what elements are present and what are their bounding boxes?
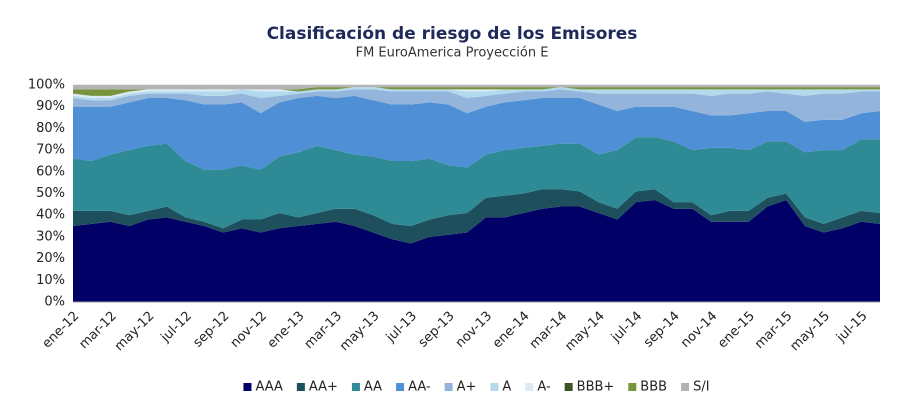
- y-tick-label: 40%: [36, 208, 65, 223]
- x-tick-label: ene-13: [265, 309, 308, 352]
- x-tick-label: ene-12: [40, 309, 83, 352]
- legend-swatch: [490, 383, 499, 391]
- legend-label: BBB+: [577, 380, 615, 395]
- area: [73, 189, 880, 244]
- legend-label: S/I: [693, 380, 709, 395]
- y-tick-label: 20%: [36, 251, 65, 266]
- y-tick-label: 10%: [36, 273, 65, 288]
- legend-swatch: [296, 383, 305, 391]
- y-tick-label: 80%: [36, 121, 65, 136]
- x-tick-label: ene-15: [715, 309, 758, 352]
- legend-label: A+: [457, 380, 477, 395]
- legend: AAA AA+ AA AA- A+ A A- BBB+ BBB S/I: [243, 380, 710, 395]
- y-tick-label: 90%: [36, 99, 65, 114]
- area: [73, 137, 880, 229]
- area: [73, 95, 880, 170]
- legend-swatch: [396, 383, 405, 391]
- legend-swatch: [243, 383, 252, 391]
- legend-label: AAA: [255, 380, 283, 395]
- legend-label: AA-: [408, 380, 431, 395]
- legend-label: BBB: [640, 380, 667, 395]
- legend-swatch: [628, 383, 637, 391]
- area: [73, 89, 880, 122]
- x-tick-label: nov-14: [678, 309, 720, 351]
- x-tick-label: jul-12: [158, 309, 195, 346]
- x-tick-label: sep-14: [641, 309, 683, 351]
- area: [73, 87, 880, 101]
- legend-swatch: [564, 383, 573, 391]
- legend-swatch: [351, 383, 360, 391]
- x-tick-label: may-15: [788, 309, 833, 354]
- x-tick-label: jul-14: [608, 309, 645, 346]
- legend-swatch: [525, 383, 534, 391]
- x-tick-label: jul-15: [833, 309, 870, 346]
- area: [73, 87, 880, 99]
- legend-label: A: [502, 380, 511, 395]
- y-tick-label: 30%: [36, 229, 65, 244]
- y-tick-label: 0%: [44, 295, 65, 310]
- legend-label: A-: [537, 380, 551, 395]
- chart-subtitle: FM EuroAmerica Proyección E: [356, 46, 549, 61]
- y-tick-label: 70%: [36, 143, 65, 158]
- legend-swatch: [681, 383, 690, 391]
- legend-label: AA+: [309, 380, 338, 395]
- y-tick-label: 60%: [36, 164, 65, 179]
- y-tick-label: 50%: [36, 186, 65, 201]
- chart-title: Clasificación de riesgo de los Emisores: [267, 24, 638, 44]
- x-tick-label: sep-12: [191, 309, 233, 351]
- x-tick-label: may-12: [112, 309, 157, 354]
- x-tick-label: ene-14: [490, 309, 533, 352]
- x-tick-label: nov-12: [228, 309, 270, 351]
- x-tick-label: sep-13: [416, 309, 458, 351]
- x-tick-label: may-13: [337, 309, 382, 354]
- x-tick-label: may-14: [562, 309, 607, 354]
- x-tick-label: nov-13: [453, 309, 495, 351]
- area: [73, 85, 880, 90]
- area: [73, 200, 880, 302]
- legend-label: AA: [364, 380, 382, 395]
- x-tick-label: jul-13: [383, 309, 420, 346]
- y-tick-label: 100%: [28, 78, 65, 93]
- area: [73, 87, 880, 96]
- legend-swatch: [444, 383, 453, 391]
